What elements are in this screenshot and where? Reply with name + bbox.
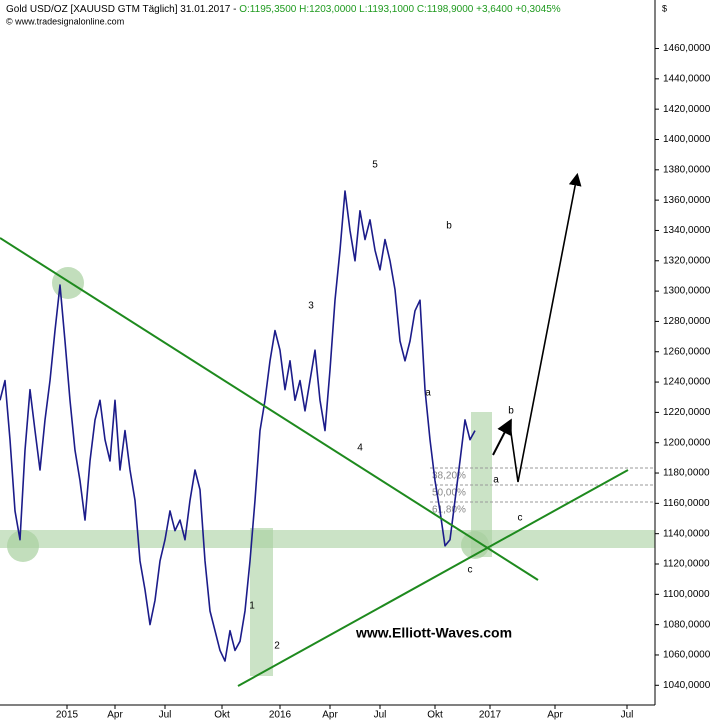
wave-label: c <box>518 513 523 524</box>
y-tick-label: 1060,0000 <box>663 650 711 661</box>
header: Gold USD/OZ [XAUUSD GTM Täglich] 31.01.2… <box>6 4 561 15</box>
wave-label: a <box>425 388 431 399</box>
y-tick-label: 1280,0000 <box>663 316 711 327</box>
y-tick-label: 1160,0000 <box>663 498 710 509</box>
highlight <box>52 267 84 299</box>
y-tick-label: 1080,0000 <box>663 619 711 630</box>
x-tick-label: 2015 <box>56 710 79 721</box>
change: C:1198,9000 +3,6400 +0,3045% <box>417 4 561 15</box>
wave-label: 5 <box>372 160 378 171</box>
wave-label: b <box>508 406 514 417</box>
x-tick-label: 2016 <box>269 710 292 721</box>
y-tick-label: 1260,0000 <box>663 346 711 357</box>
wave-label: 1 <box>249 601 255 612</box>
y-tick-label: 1100,0000 <box>663 589 710 600</box>
y-tick-label: 1180,0000 <box>663 468 710 479</box>
y-tick-label: 1120,0000 <box>663 559 710 570</box>
y-tick-label: 1040,0000 <box>663 680 711 691</box>
wave-label: 4 <box>357 443 363 454</box>
projection-arrow <box>509 172 582 483</box>
fib-label: 38,20% <box>432 471 466 482</box>
x-tick-label: Jul <box>621 710 634 721</box>
y-tick-label: 1440,0000 <box>663 73 711 84</box>
y-tick-label: 1320,0000 <box>663 255 711 266</box>
y-tick-label: 1460,0000 <box>663 43 711 54</box>
x-tick-label: Apr <box>322 710 338 721</box>
y-tick-label: 1420,0000 <box>663 104 711 115</box>
y-tick-label: 1140,0000 <box>663 528 710 539</box>
wave-label: c <box>468 565 473 576</box>
trendline <box>237 469 629 687</box>
y-tick-label: 1200,0000 <box>663 437 711 448</box>
trendline <box>0 237 539 581</box>
x-tick-label: 2017 <box>479 710 502 721</box>
y-tick-label: 1400,0000 <box>663 134 711 145</box>
x-tick-label: Okt <box>427 710 443 721</box>
zone <box>250 528 273 676</box>
y-tick-label: 1300,0000 <box>663 286 711 297</box>
y-tick-label: 1240,0000 <box>663 377 711 388</box>
fib-label: 61,80% <box>432 505 466 516</box>
source: © www.tradesignalonline.com <box>6 16 124 26</box>
fib-label: 50,00% <box>432 488 466 499</box>
wave-label: a <box>493 475 499 486</box>
currency: $ <box>662 3 667 13</box>
y-tick-label: 1380,0000 <box>663 164 711 175</box>
wave-label: b <box>446 221 452 232</box>
x-tick-label: Okt <box>214 710 230 721</box>
x-tick-label: Apr <box>107 710 123 721</box>
ohlc: O:1195,3500 H:1203,0000 L:1193,1000 <box>239 4 414 15</box>
x-tick-label: Jul <box>159 710 172 721</box>
x-tick-label: Jul <box>374 710 387 721</box>
y-tick-label: 1360,0000 <box>663 195 711 206</box>
projection-arrow <box>492 418 512 456</box>
wave-label: 2 <box>274 641 280 652</box>
title: Gold USD/OZ [XAUUSD GTM Täglich] 31.01.2… <box>6 4 236 15</box>
x-tick-label: Apr <box>547 710 563 721</box>
wave-label: 3 <box>308 301 314 312</box>
highlight <box>7 530 39 562</box>
y-tick-label: 1340,0000 <box>663 225 711 236</box>
price-line <box>0 190 476 662</box>
y-tick-label: 1220,0000 <box>663 407 711 418</box>
support-zone <box>0 530 655 548</box>
watermark: www.Elliott-Waves.com <box>355 625 512 641</box>
